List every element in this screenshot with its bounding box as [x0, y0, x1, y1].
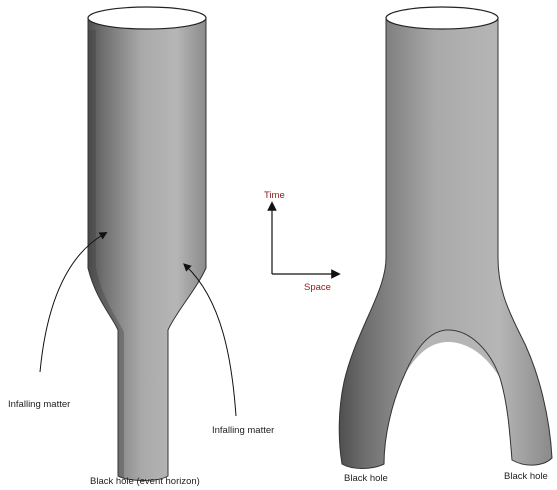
merger-top [385, 6, 499, 30]
space-axis-label: Space [304, 282, 331, 293]
merger-body [338, 17, 553, 469]
wide-cylinder-top [87, 6, 207, 30]
infalling-arrow-left [39, 231, 108, 373]
left-shade [88, 30, 124, 478]
collapse-tube [87, 6, 207, 481]
black-hole-event-horizon-label: Black hole (event horizon) [90, 476, 200, 487]
wide-cylinder-body [87, 17, 207, 481]
time-space-axes: Time Space [264, 190, 341, 293]
black-hole-label-right: Black hole [504, 471, 548, 482]
infalling-arrow-right [183, 263, 237, 417]
infalling-matter-label-right: Infalling matter [212, 425, 274, 436]
merger-tube [338, 6, 553, 469]
black-hole-label-left: Black hole [344, 473, 388, 484]
infalling-matter-label-left: Infalling matter [8, 399, 70, 410]
time-axis-label: Time [264, 190, 285, 201]
merger-crotch-shade [404, 330, 500, 378]
